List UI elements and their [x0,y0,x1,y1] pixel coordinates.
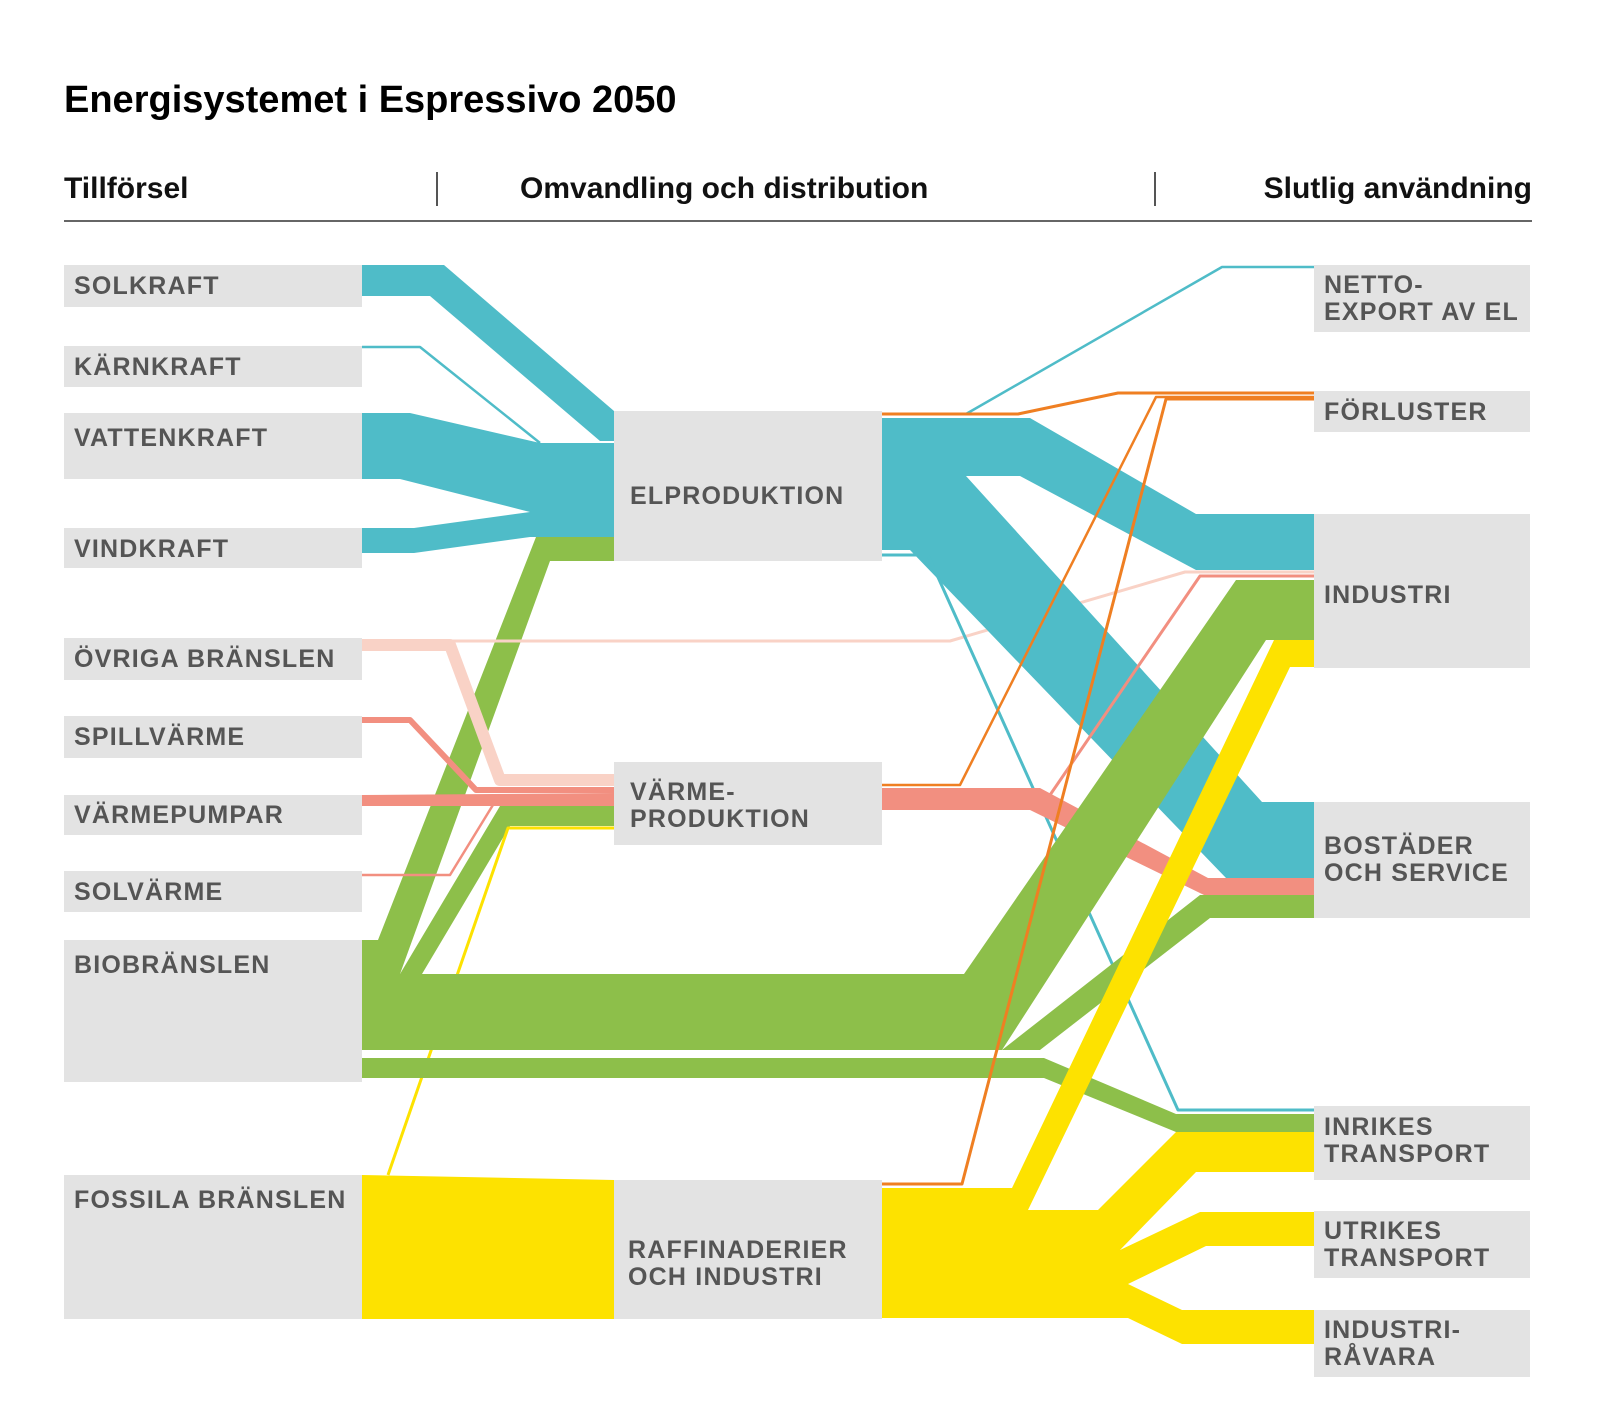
node-box-raffinaderier [614,1180,882,1319]
flow-elproduktion-bostader [882,476,1314,878]
diagram-title: Energisystemet i Espressivo 2050 [64,79,677,121]
node-box-solvarme [64,871,362,912]
node-box-industriravara [1314,1310,1530,1377]
node-box-varmeproduktion [614,762,882,845]
flow-raffinaderier-forluster [882,397,1314,1186]
label-utrikes: UTRIKES TRANSPORT [1324,1217,1490,1272]
node-box-nettoexport [1314,265,1530,332]
label-karnkraft: KÄRNKRAFT [74,353,242,381]
label-inrikes: INRIKES TRANSPORT [1324,1113,1490,1168]
node-box-spillvarme [64,716,362,758]
flow-bio-industri [362,580,1314,1050]
node-box-industri [1314,514,1530,668]
flow-spillvarme-varmeproduktion [362,717,614,793]
node-box-karnkraft [64,346,362,387]
label-ovriga: ÖVRIGA BRÄNSLEN [74,644,336,673]
node-box-vindkraft [64,528,362,568]
node-box-ovriga [64,638,362,680]
node-box-utrikes [1314,1211,1530,1278]
label-solkraft: SOLKRAFT [74,272,220,300]
label-raffinaderier: RAFFINADERIER OCH INDUSTRI [628,1236,848,1291]
flows [362,265,1314,1344]
node-box-varmepumpar [64,795,362,835]
flow-solkraft-elproduktion [362,265,614,441]
node-boxes [64,265,1530,1377]
node-box-inrikes [1314,1106,1530,1180]
label-fossila: FOSSILA BRÄNSLEN [74,1186,346,1214]
label-spillvarme: SPILLVÄRME [74,723,245,751]
label-industri: INDUSTRI [1324,581,1452,609]
flow-raffinaderier-utrikes [882,1212,1314,1284]
label-varmepumpar: VÄRMEPUMPAR [74,801,284,829]
node-box-biobranslen [64,940,362,1082]
column-heading-supply: Tillförsel [64,172,188,205]
flow-raffinaderier-industriravara [882,1284,1314,1344]
flow-bio-bostader [1002,895,1314,1050]
node-box-vattenkraft [64,413,362,479]
flow-elproduktion-industri [882,418,1314,570]
node-labels: SOLKRAFT KÄRNKRAFT VATTENKRAFT VINDKRAFT… [74,271,1519,1371]
label-forluster: FÖRLUSTER [1324,397,1488,426]
node-box-fossila [64,1175,362,1319]
label-vattenkraft: VATTENKRAFT [74,424,268,452]
flow-varmeproduktion-forluster [882,395,1314,787]
column-heading-end-use: Slutlig användning [1264,172,1532,205]
flow-varmepumpar-varmeproduktion [362,793,614,806]
node-box-forluster [1314,391,1530,432]
flow-raffinaderier-inrikes [882,1132,1314,1250]
flow-solvarme-varmeproduktion [362,799,498,877]
node-box-solkraft [64,265,362,307]
flow-bio-varmeproduktion [400,806,614,974]
flow-vattenkraft-elproduktion [362,413,614,512]
flow-raffinaderier-industri [882,640,1314,1210]
node-box-bostader [1314,802,1530,918]
flow-elproduktion-forluster [882,391,1314,416]
node-box-elproduktion [614,411,882,561]
column-heading-conversion: Omvandling och distribution [520,172,928,205]
label-nettoexport: NETTO-EXPORT AV EL [1324,271,1519,326]
label-vindkraft: VINDKRAFT [74,535,229,563]
label-industriravara: INDUSTRI-RÅVARA [1324,1316,1461,1371]
flow-varmeproduktion-industri [1048,574,1314,796]
flow-vindkraft-elproduktion [362,512,614,553]
label-varmeproduktion: VÄRME-PRODUKTION [630,778,810,833]
label-elproduktion: ELPRODUKTION [630,482,844,510]
flow-ovriga-varmeproduktion [362,639,614,786]
label-solvarme: SOLVÄRME [74,878,223,906]
flow-karnkraft-elproduktion [362,345,541,444]
flow-fossila-raffinaderier [362,1175,614,1319]
label-bostader: BOSTÄDER OCH SERVICE [1324,832,1509,887]
label-biobranslen: BIOBRÄNSLEN [74,951,271,979]
flow-bio-elproduktion [362,537,614,974]
